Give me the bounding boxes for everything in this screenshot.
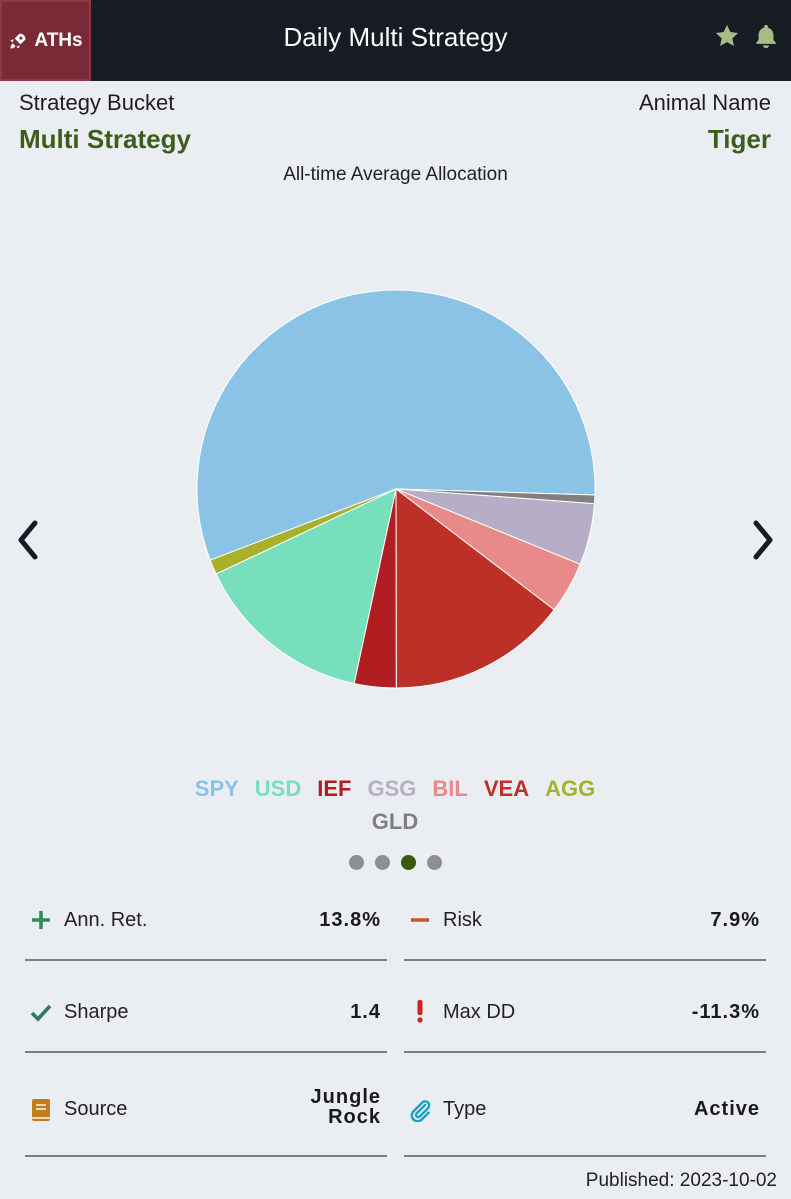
- bell-icon[interactable]: [752, 22, 780, 50]
- carousel-dot[interactable]: [349, 855, 364, 870]
- metric-value: -11.3%: [691, 1001, 760, 1023]
- carousel-dot[interactable]: [427, 855, 442, 870]
- strategy-bucket-label: Strategy Bucket: [19, 90, 175, 115]
- pie-slice-usd[interactable]: [215, 488, 397, 685]
- legend-item-ief[interactable]: IEF: [317, 776, 352, 801]
- metric-sharpe: Sharpe 1.4: [25, 983, 387, 1053]
- chevron-left-icon[interactable]: [15, 518, 41, 562]
- page-title: Daily Multi Strategy: [283, 22, 508, 52]
- legend-item-agg[interactable]: AGG: [545, 776, 596, 801]
- top-bar: ATHs Daily Multi Strategy: [0, 0, 791, 81]
- allocation-pie-chart: [196, 289, 596, 689]
- rocket-icon: [10, 33, 26, 48]
- metric-value-line1: Jungle: [310, 1086, 381, 1108]
- metric-value: Active: [693, 1098, 760, 1120]
- pie-slice-vea[interactable]: [395, 487, 555, 689]
- published-date: Published: 2023-10-02: [585, 1170, 777, 1191]
- chart-legend: SPY USD IEF GSG BIL VEA AGG GLD: [130, 772, 660, 838]
- metric-type: Type Active: [404, 1075, 766, 1157]
- legend-item-bil[interactable]: BIL: [432, 776, 468, 801]
- exclamation-icon: [417, 1000, 423, 1023]
- carousel-dot[interactable]: [375, 855, 390, 870]
- metric-name: Max DD: [443, 1001, 516, 1023]
- carousel-dot[interactable]: [401, 855, 416, 870]
- metric-name: Source: [64, 1098, 128, 1120]
- legend-item-usd[interactable]: USD: [254, 776, 302, 801]
- metric-ann-ret: Ann. Ret. 13.8%: [25, 891, 387, 961]
- paperclip-icon: [410, 1100, 431, 1122]
- pie-slice-spy[interactable]: [196, 289, 596, 561]
- metric-value: 13.8%: [319, 909, 381, 931]
- plus-icon: [32, 911, 50, 929]
- aths-label: ATHs: [34, 29, 83, 51]
- chart-title: All-time Average Allocation: [283, 164, 508, 185]
- metric-value-line2: Rock: [328, 1106, 381, 1128]
- metric-value: Jungle Rock: [311, 1087, 381, 1127]
- legend-item-spy[interactable]: SPY: [194, 776, 239, 801]
- book-icon: [32, 1099, 50, 1121]
- check-icon: [30, 1004, 52, 1022]
- carousel-dots: [349, 855, 442, 870]
- legend-item-vea[interactable]: VEA: [483, 776, 530, 801]
- aths-button[interactable]: ATHs: [0, 0, 91, 81]
- strategy-bucket-value: Multi Strategy: [19, 124, 191, 154]
- metric-value: 1.4: [350, 1001, 381, 1023]
- legend-item-gsg[interactable]: GSG: [367, 776, 417, 801]
- metric-name: Sharpe: [64, 1001, 129, 1023]
- metric-name: Type: [443, 1098, 487, 1120]
- star-icon[interactable]: [713, 22, 741, 50]
- metric-name: Risk: [443, 909, 482, 931]
- animal-name-value: Tiger: [707, 124, 771, 154]
- minus-icon: [411, 918, 429, 922]
- metric-name: Ann. Ret.: [64, 909, 148, 931]
- legend-item-gld[interactable]: GLD: [371, 809, 419, 834]
- animal-name-label: Animal Name: [638, 90, 771, 115]
- metric-risk: Risk 7.9%: [404, 891, 766, 961]
- pie-slice-agg[interactable]: [209, 488, 397, 575]
- metric-max-dd: Max DD -11.3%: [404, 983, 766, 1053]
- metric-value: 7.9%: [710, 909, 760, 931]
- metric-source: Source Jungle Rock: [25, 1075, 387, 1157]
- chevron-right-icon[interactable]: [750, 518, 776, 562]
